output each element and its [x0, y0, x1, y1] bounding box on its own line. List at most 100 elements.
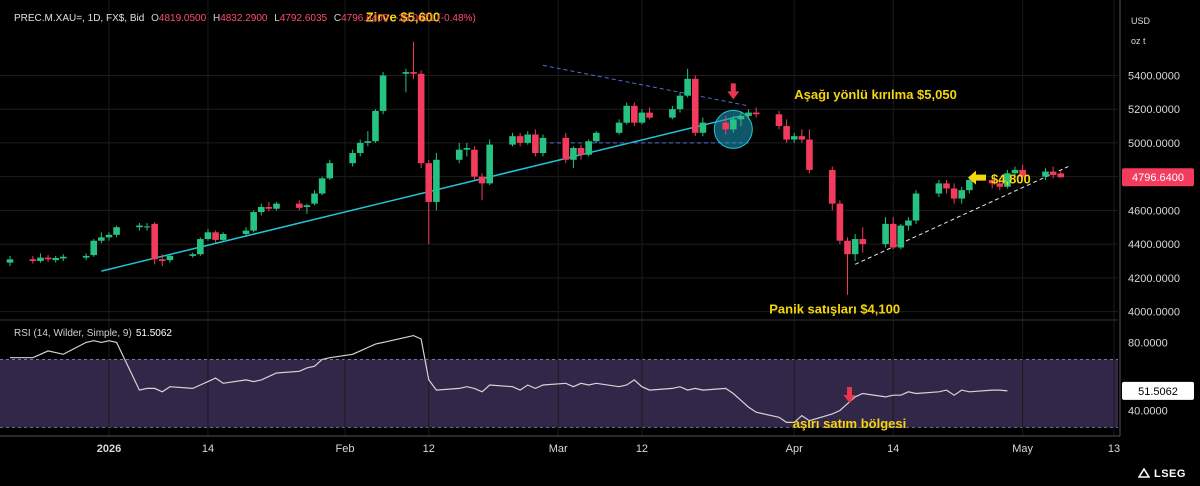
candle-body — [410, 72, 417, 74]
candle-body — [242, 230, 250, 234]
candle-body — [372, 110, 379, 142]
last-price-tag — [1122, 168, 1194, 187]
candle-body — [425, 163, 433, 202]
oversold-arrow-icon — [843, 387, 856, 403]
candle-body — [1049, 171, 1057, 175]
low-key: L — [274, 13, 280, 24]
price-tick-label: 5200.0000 — [1128, 104, 1180, 116]
time-tick-label: May — [1012, 443, 1033, 455]
candle-body — [478, 176, 486, 184]
price-tick-label: 4400.0000 — [1128, 239, 1180, 251]
candle-body — [912, 193, 920, 221]
candle-body — [745, 112, 752, 116]
time-tick-label: 12 — [636, 443, 648, 455]
candle-body — [532, 134, 539, 154]
candle-body — [166, 255, 174, 261]
rsi-value-tag-label: 51.5062 — [1138, 386, 1178, 398]
candle-body — [669, 109, 676, 118]
candle-body — [646, 112, 653, 118]
candle-body — [136, 225, 143, 228]
candle-body — [303, 205, 311, 208]
breakdown-arrow-icon — [727, 83, 740, 100]
time-tick-label: Feb — [336, 443, 355, 455]
candle-body — [113, 227, 120, 235]
candle-body — [851, 239, 859, 255]
last-price-label: 4796.6400 — [1132, 172, 1184, 184]
candle-body — [882, 223, 889, 245]
price-tick-label: 5000.0000 — [1128, 138, 1180, 150]
candle-body — [6, 259, 14, 263]
unit-label: oz t — [1131, 36, 1146, 46]
candle-body — [783, 126, 790, 140]
time-tick-label: 2026 — [97, 443, 121, 455]
time-tick-label: Mar — [549, 443, 568, 455]
candle-body — [570, 147, 577, 160]
low-value: 4792.6035 — [279, 13, 328, 24]
resistance-dashed-line — [542, 64, 749, 107]
candle-body — [737, 115, 745, 120]
candle-body — [1042, 171, 1049, 177]
price-tick-label: 4600.0000 — [1128, 205, 1180, 217]
close-key: C — [333, 13, 342, 24]
breakdown-annotation: Aşağı yönlü kırılma $5,050 — [794, 87, 957, 102]
rsi-tick-label: 40.0000 — [1128, 405, 1168, 417]
high-key: H — [212, 13, 221, 24]
candle-body — [859, 239, 867, 245]
close-value: 4796.6400 — [341, 13, 389, 24]
candle-body — [699, 122, 707, 133]
candle-body — [1057, 173, 1065, 178]
time-tick-label: 14 — [887, 443, 899, 455]
rsi-line — [10, 334, 1008, 423]
candle-body — [1004, 173, 1011, 187]
candle-body — [516, 136, 524, 143]
oversold-annotation: aşırı satım bölgesi — [793, 416, 906, 431]
candle-body — [59, 256, 67, 259]
candle-body — [730, 119, 737, 130]
time-tick-label: 13 — [1108, 443, 1120, 455]
time-tick-label: 14 — [202, 443, 214, 455]
candle-body — [577, 147, 585, 155]
candle-body — [798, 136, 806, 140]
candle-body — [212, 232, 219, 240]
candle-body — [265, 207, 273, 209]
current-price-arrow-icon — [968, 170, 986, 185]
candle-body — [676, 95, 684, 110]
candle-body — [897, 225, 905, 248]
panic-annotation: Panik satışları $4,100 — [769, 301, 900, 316]
candle-body — [318, 178, 326, 194]
chart-header: PREC.M.XAU=, 1D, FX$, Bid O4819.0500 H48… — [14, 13, 480, 24]
candle-body — [943, 183, 950, 189]
time-tick-label: 12 — [423, 443, 435, 455]
candle-body — [585, 141, 592, 155]
lseg-logo-icon — [1138, 468, 1150, 478]
price-tick-label: 4200.0000 — [1128, 273, 1180, 285]
candle-body — [189, 254, 197, 256]
candle-body — [752, 112, 760, 115]
currency-label: USD — [1131, 16, 1151, 26]
candle-body — [722, 122, 729, 130]
candle-body — [356, 142, 364, 154]
rsi-tick-label: 80.0000 — [1128, 337, 1168, 349]
candle-body — [958, 190, 966, 199]
candle-body — [1019, 169, 1026, 177]
brand-logo: LSEG — [1138, 468, 1186, 480]
candle-body — [29, 259, 37, 261]
candle-body — [90, 240, 98, 256]
candle-body — [592, 132, 600, 142]
candle-body — [691, 78, 699, 133]
candle-body — [539, 137, 547, 154]
candle-body — [219, 233, 227, 240]
candle-body — [44, 257, 52, 260]
candle-body — [455, 149, 463, 160]
candle-body — [158, 259, 166, 261]
candle-body — [37, 257, 44, 261]
candle-body — [273, 203, 280, 209]
rsi-header: RSI (14, Wilder, Simple, 9) 51.5062 — [14, 328, 172, 339]
candle-body — [486, 144, 493, 184]
candle-body — [806, 139, 813, 170]
candle-body — [988, 180, 996, 184]
candle-body — [996, 183, 1004, 187]
candle-body — [775, 114, 783, 127]
